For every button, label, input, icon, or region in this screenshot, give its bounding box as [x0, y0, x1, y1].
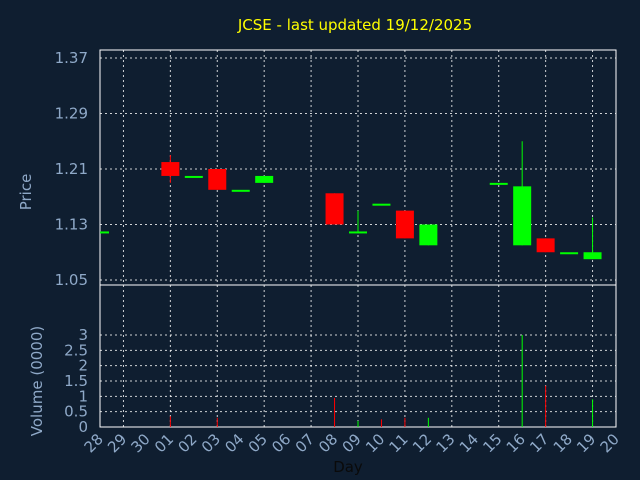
volume-tick-label: 3 — [78, 326, 88, 344]
day-tick-label: 29 — [104, 430, 130, 456]
price-tick-label: 1.21 — [55, 160, 88, 178]
day-tick-label: 18 — [550, 430, 576, 456]
candle-body — [161, 162, 180, 176]
day-tick-label: 07 — [292, 430, 318, 456]
volume-tick-label: 2 — [78, 357, 88, 375]
chart-title: JCSE - last updated 19/12/2025 — [237, 16, 472, 34]
candle-body — [560, 252, 579, 255]
day-tick-label: 10 — [362, 430, 388, 456]
day-tick-label: 13 — [432, 430, 458, 456]
volume-tick-label: 1 — [78, 387, 88, 405]
day-tick-label: 16 — [503, 430, 529, 456]
day-tick-label: 01 — [151, 430, 177, 456]
volume-axis-label: Volume (0000) — [28, 326, 46, 436]
price-panel: 1.37 1.29 1.21 1.13 1.05 — [55, 49, 617, 427]
candle-body — [372, 203, 391, 206]
day-axis-label: Day — [333, 458, 363, 476]
candle-body — [208, 169, 227, 190]
day-tick-label: 09 — [339, 430, 365, 456]
candle-body — [255, 175, 274, 183]
day-tick-label: 17 — [526, 430, 552, 456]
price-tick-label: 1.37 — [55, 49, 88, 67]
candle-body — [513, 186, 532, 246]
price-tick-label: 1.29 — [55, 105, 88, 123]
volume-panel: 32.521.510.50 — [64, 284, 617, 436]
price-axis-label: Price — [17, 174, 35, 211]
day-tick-label: 02 — [174, 430, 200, 456]
day-tick-label: 19 — [573, 430, 599, 456]
day-tick-label: 12 — [409, 430, 435, 456]
candle-body — [489, 182, 508, 185]
volume-tick-label: 0 — [78, 418, 88, 436]
volume-tick-label: 2.5 — [64, 341, 88, 359]
day-tick-label: 04 — [221, 430, 247, 456]
candle-body — [231, 189, 250, 192]
price-tick-label: 1.13 — [55, 216, 88, 234]
day-tick-label: 08 — [315, 430, 341, 456]
candle-body — [349, 231, 367, 234]
day-tick-label: 05 — [245, 430, 271, 456]
candle-body — [419, 224, 438, 246]
day-tick-labels: 2829300102030405060708091011121314151617… — [81, 430, 623, 456]
price-tick-label: 1.05 — [55, 271, 88, 289]
candle-body — [325, 193, 344, 225]
day-tick-label: 20 — [597, 430, 623, 456]
candle-body — [583, 252, 602, 260]
day-tick-label: 15 — [479, 430, 505, 456]
candle-body — [536, 238, 555, 253]
candle-body — [100, 231, 109, 234]
volume-tick-label: 1.5 — [64, 372, 88, 390]
day-tick-label: 03 — [198, 430, 224, 456]
day-tick-label: 30 — [128, 430, 154, 456]
candle-body — [184, 175, 203, 178]
day-tick-label: 14 — [456, 430, 482, 456]
day-tick-label: 06 — [268, 430, 294, 456]
volume-tick-label: 0.5 — [64, 403, 88, 421]
candle-body — [395, 210, 414, 239]
day-tick-label: 11 — [386, 430, 412, 456]
